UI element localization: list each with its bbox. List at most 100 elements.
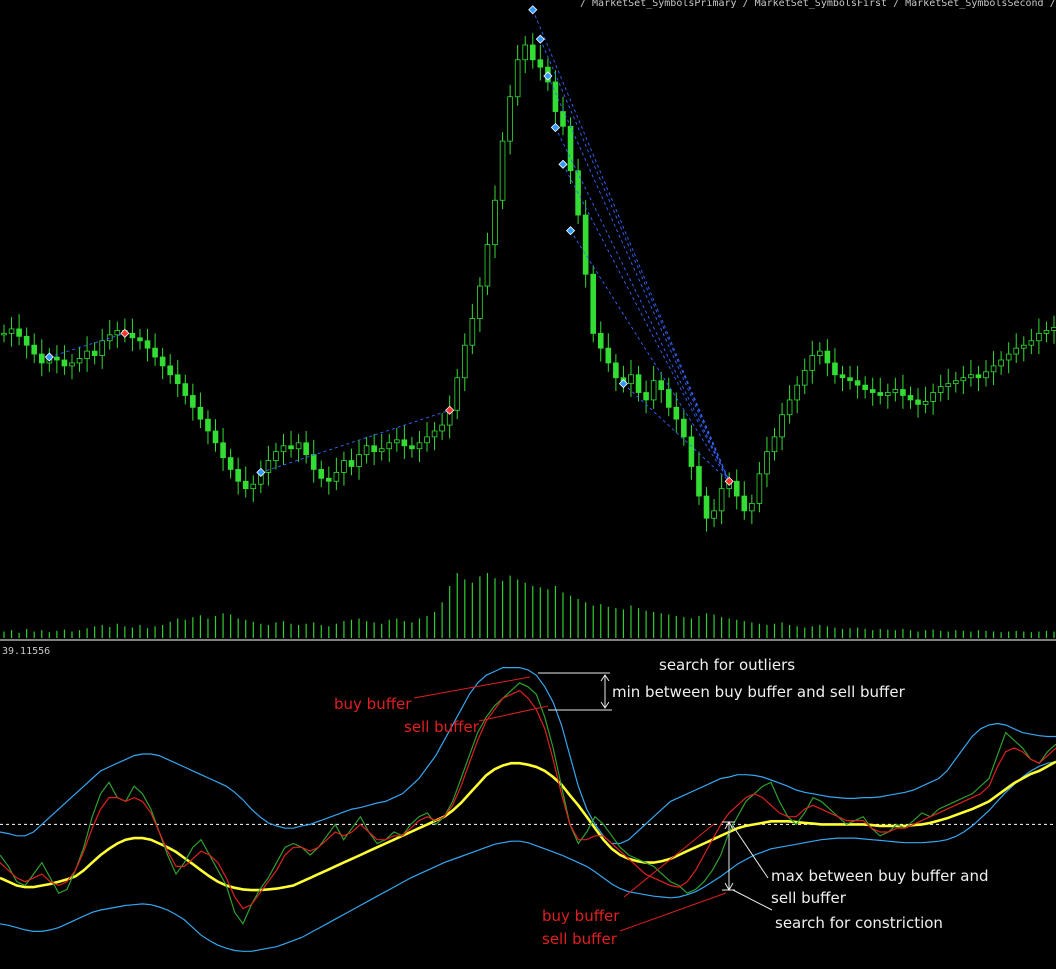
candle-body <box>76 358 83 364</box>
candle-body <box>484 244 491 287</box>
max-pointer <box>732 825 769 879</box>
candle-body <box>786 399 793 416</box>
candle-body <box>137 337 143 342</box>
candle-body <box>461 344 468 379</box>
candle-body <box>114 330 121 336</box>
candle-body <box>907 395 914 401</box>
candle-body <box>167 365 173 376</box>
buy-signal-marker <box>543 71 553 81</box>
candle-body <box>378 448 385 453</box>
candle-body <box>779 414 785 438</box>
annotation-min-between: min between buy buffer and sell buffer <box>612 683 906 701</box>
candle-body <box>673 406 680 420</box>
annotation-search-outliers: search for outliers <box>659 656 795 674</box>
upper-band-line <box>0 667 1056 845</box>
candle-body <box>794 384 800 401</box>
buy-signal-marker <box>565 226 576 236</box>
sell-signal-marker <box>120 328 130 338</box>
candle-body <box>38 353 45 364</box>
candle-body <box>514 59 521 98</box>
candle-body <box>469 318 476 346</box>
sell-buffer-line <box>0 689 1056 910</box>
candle-body <box>892 389 899 393</box>
candle-body <box>242 480 249 490</box>
candle-body <box>197 406 204 420</box>
candle-body <box>220 442 226 458</box>
candle-body <box>371 445 377 453</box>
candle-body <box>937 386 944 393</box>
annotation-buy-buffer-bottom: buy buffer <box>542 907 620 925</box>
candle-body <box>952 380 959 385</box>
candle-body <box>945 383 952 388</box>
candle-body <box>190 395 196 408</box>
candle-body <box>341 460 347 473</box>
candle-body <box>900 389 906 396</box>
indicator-panel[interactable] <box>0 667 1056 952</box>
candle-body <box>885 392 891 396</box>
candle-body <box>1013 347 1020 355</box>
candle-body <box>288 445 294 450</box>
candle-body <box>597 332 604 349</box>
candle-body <box>613 362 619 379</box>
candle-body <box>1036 332 1042 342</box>
candle-body <box>212 430 219 444</box>
candle-body <box>69 362 75 367</box>
candle-body <box>303 442 309 456</box>
candle-body <box>839 374 846 379</box>
candle-body <box>567 125 574 172</box>
candle-body <box>749 503 755 512</box>
candle-body <box>771 436 778 453</box>
candle-body <box>552 81 559 112</box>
candle-body <box>658 380 664 390</box>
price-panel[interactable] <box>1 5 1056 638</box>
candle-body <box>54 356 60 361</box>
buy-buffer-line <box>0 682 1056 926</box>
candle-body <box>280 445 287 453</box>
candle-body <box>431 430 438 438</box>
candle-body <box>764 451 770 475</box>
sell-signal-marker <box>724 476 734 486</box>
candle-body <box>106 334 113 342</box>
annotation-sell-buffer-top: sell buffer <box>404 718 480 736</box>
candle-body <box>960 377 967 382</box>
sell-buffer-pointer-bottom <box>619 892 727 932</box>
candle-body <box>847 377 853 382</box>
buy-buffer-pointer-bottom <box>623 823 715 898</box>
candle-body <box>31 344 38 355</box>
candle-body <box>741 495 748 512</box>
candle-body <box>1 332 7 336</box>
candle-body <box>363 445 370 456</box>
candle-body <box>295 442 302 450</box>
candle-body <box>1051 327 1056 331</box>
annotation-lines <box>413 672 773 932</box>
candle-body <box>922 400 929 405</box>
candle-body <box>665 389 672 408</box>
candle-body <box>1005 353 1012 361</box>
candle-body <box>968 374 974 379</box>
outlier-arrow-heads <box>600 674 610 709</box>
candle-body <box>756 473 763 504</box>
candle-body <box>348 460 355 467</box>
buy-signal-marker <box>618 379 628 389</box>
candle-body <box>801 369 808 386</box>
sell-buffer-pointer-top <box>478 705 549 722</box>
buy-buffer-pointer-top <box>413 676 531 699</box>
candle-body <box>499 140 506 201</box>
candle-body <box>1028 340 1035 346</box>
candle-body <box>409 445 415 450</box>
candle-body <box>711 510 717 519</box>
candle-body <box>182 383 189 396</box>
buy-signal-marker <box>44 352 54 362</box>
annotation-max-between-2: sell buffer <box>771 889 847 907</box>
signal-link-line <box>539 38 730 482</box>
candle-body <box>628 374 634 385</box>
buy-signal-marker <box>528 5 538 15</box>
candle-body <box>635 374 642 393</box>
candle-body <box>265 460 272 473</box>
signal-link-line <box>547 75 730 482</box>
candle-body <box>84 350 90 359</box>
candle-body <box>854 380 861 386</box>
candle-body <box>250 483 257 490</box>
candle-body <box>439 424 445 432</box>
